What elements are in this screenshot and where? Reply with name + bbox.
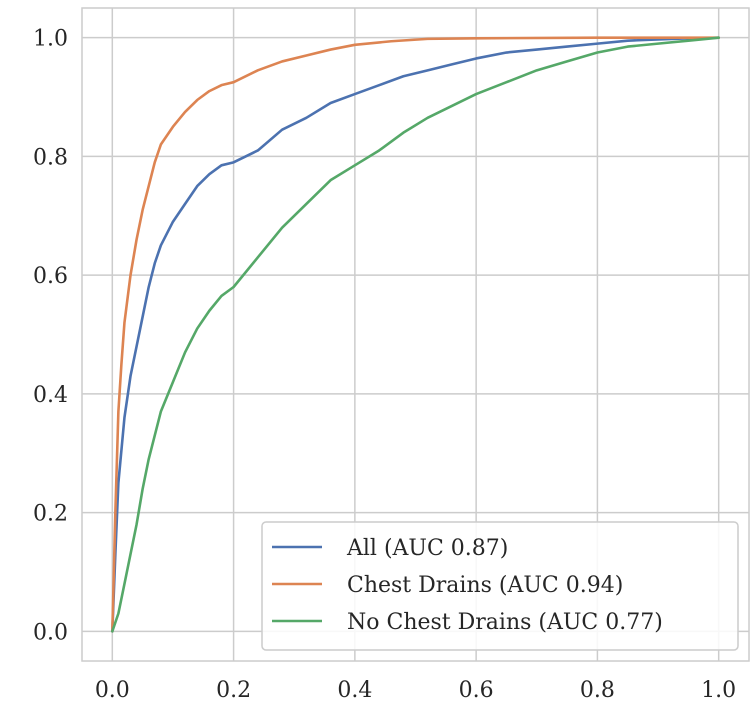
y-axis-ticks: 0.0 0.2 0.4 0.6 0.8 1.0 — [33, 27, 68, 646]
grid — [82, 8, 749, 661]
y-tick-label: 0.8 — [33, 145, 68, 170]
series-layer — [111, 36, 720, 633]
x-axis-ticks: 0.0 0.2 0.4 0.6 0.8 1.0 — [95, 678, 736, 703]
y-tick-label: 0.0 — [33, 620, 68, 645]
y-tick-label: 0.2 — [33, 502, 68, 527]
legend: All (AUC 0.87) Chest Drains (AUC 0.94) No … — [261, 521, 739, 651]
y-tick-label: 0.4 — [33, 383, 68, 408]
x-tick-label: 0.2 — [216, 678, 251, 703]
legend-label-2: No Chest Drains (AUC 0.77) — [347, 610, 663, 635]
legend-label-0: All (AUC 0.87) — [346, 536, 508, 561]
series-line-2 — [111, 36, 720, 633]
plot-frame — [81, 7, 750, 662]
x-tick-label: 0.0 — [95, 678, 130, 703]
legend-box — [261, 521, 739, 651]
x-tick-label: 0.8 — [580, 678, 615, 703]
y-tick-label: 0.6 — [33, 264, 68, 289]
series-line-1 — [111, 36, 720, 633]
x-tick-label: 1.0 — [701, 678, 736, 703]
series-line-0 — [111, 36, 720, 633]
legend-label-1: Chest Drains (AUC 0.94) — [347, 573, 623, 598]
y-tick-label: 1.0 — [33, 27, 68, 52]
x-tick-label: 0.6 — [459, 678, 494, 703]
x-tick-label: 0.4 — [337, 678, 372, 703]
